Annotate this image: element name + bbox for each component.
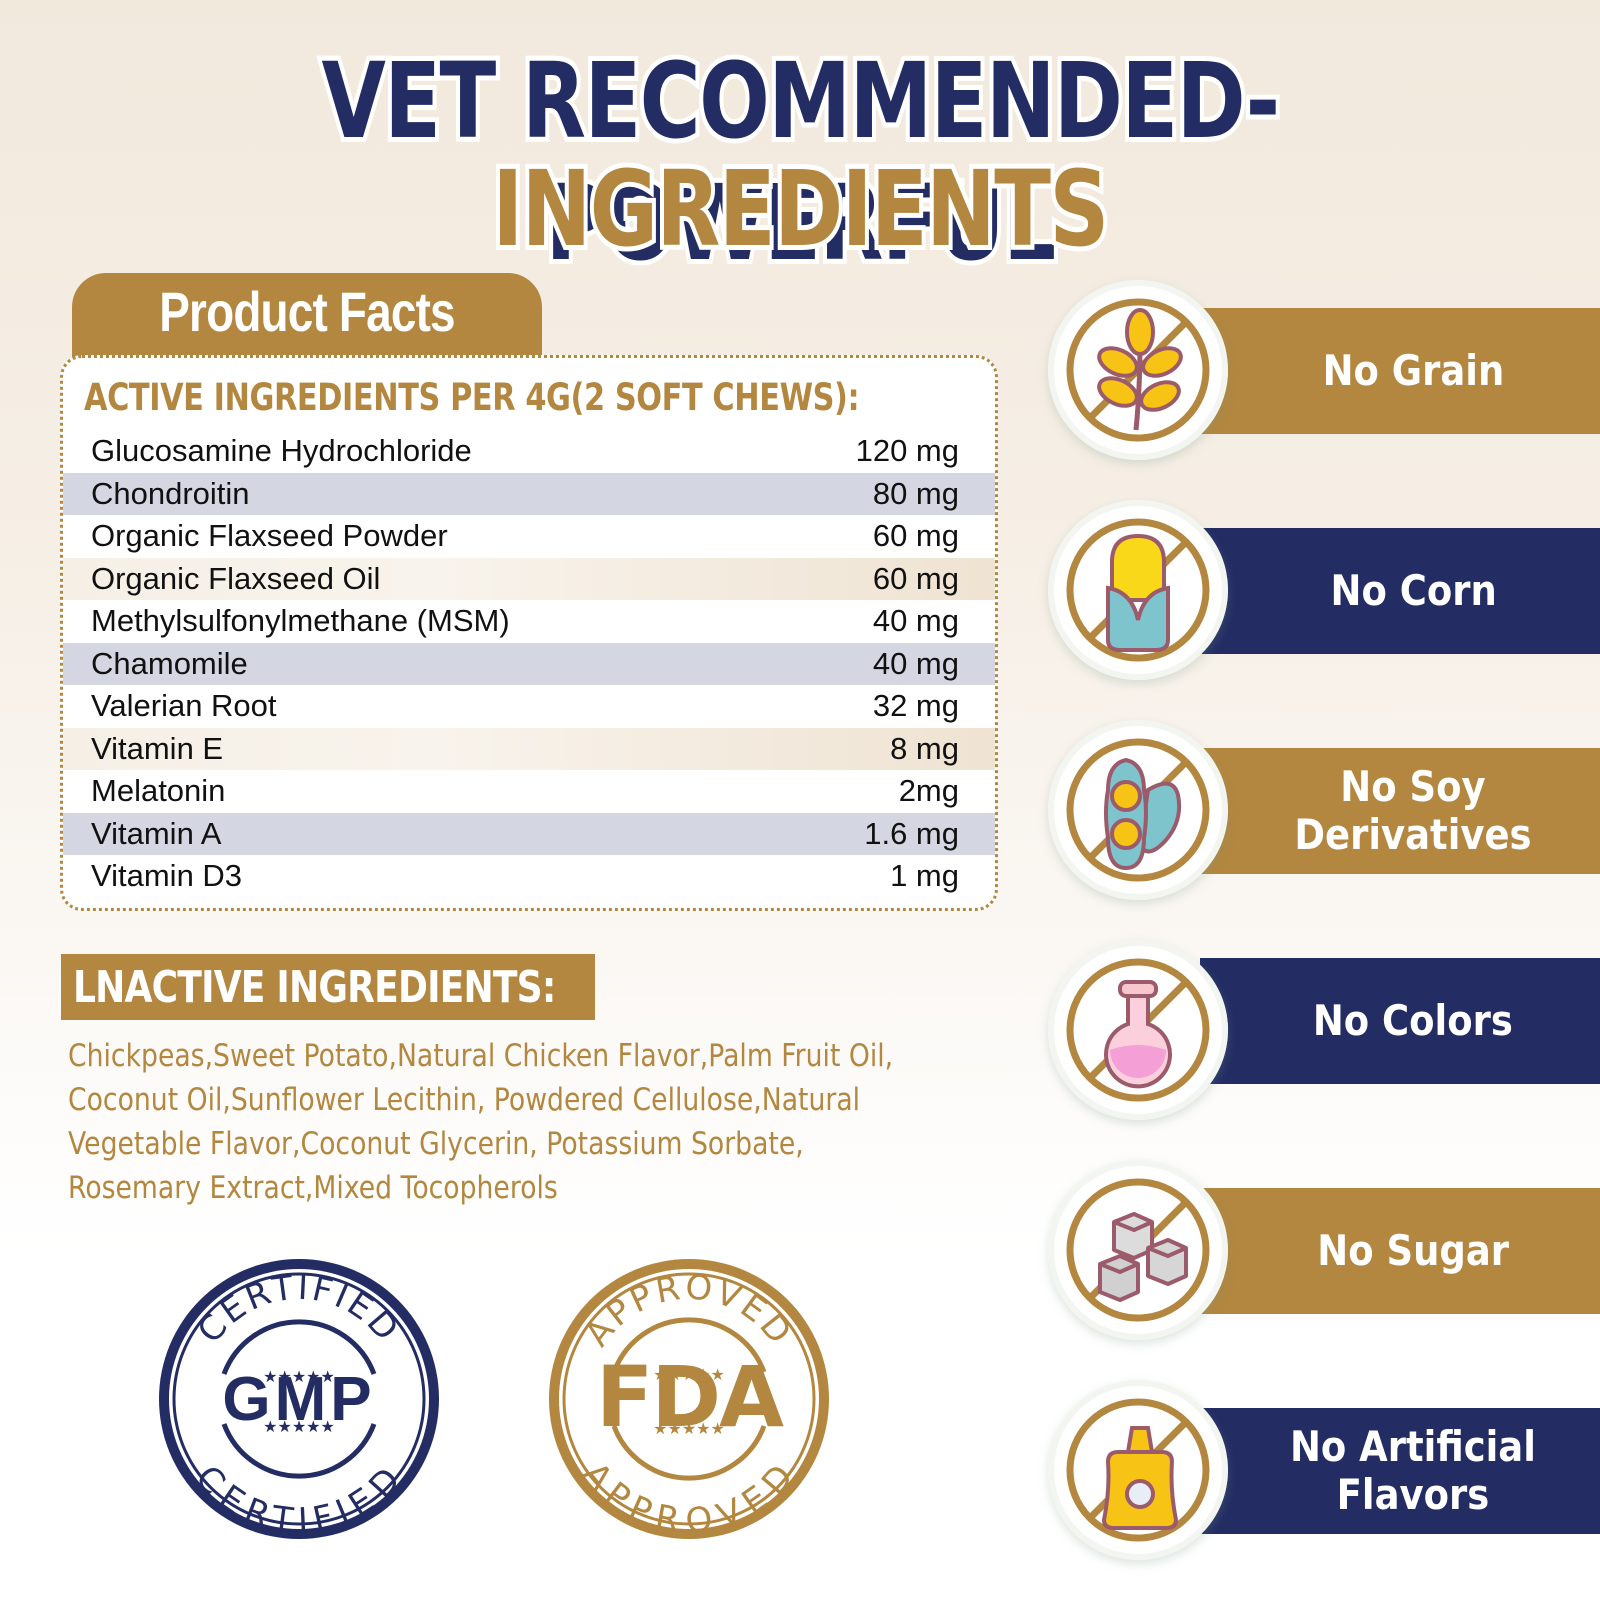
svg-text:★★★★★: ★★★★★: [653, 1367, 725, 1384]
inactive-ingredients-line: Chickpeas,Sweet Potato,Natural Chicken F…: [68, 1038, 894, 1074]
ingredient-amount: 2mg: [898, 773, 959, 809]
feature-no-grain: No Grain: [1030, 270, 1600, 470]
svg-text:★★★★★: ★★★★★: [263, 1369, 335, 1386]
no-colors-icon: [1048, 940, 1228, 1120]
inactive-ingredients-line: Rosemary Extract,Mixed Tocopherols: [68, 1170, 558, 1206]
feature-label: No Artificial Flavors: [1290, 1422, 1537, 1519]
ingredient-row: Organic Flaxseed Powder 60 mg: [63, 515, 995, 558]
feature-no-corn: No Corn: [1030, 490, 1600, 690]
gmp-seal-icon: CERTIFIED CERTIFIED ★★★★★ ★★★★★ GMP: [159, 1259, 439, 1541]
ingredient-amount: 1 mg: [890, 858, 959, 894]
ingredient-row: Valerian Root 32 mg: [63, 685, 995, 728]
ingredient-amount: 60 mg: [872, 518, 959, 554]
ingredient-row: Chamomile 40 mg: [63, 642, 995, 685]
ingredient-name: Glucosamine Hydrochloride: [91, 433, 472, 469]
ingredient-amount: 8 mg: [890, 730, 959, 766]
feature-no-sugar: No Sugar: [1030, 1150, 1600, 1350]
feature-no-soy: No Soy Derivatives: [1030, 710, 1600, 910]
feature-label: No Colors: [1313, 996, 1514, 1045]
feature-banner: No Soy Derivatives: [1200, 748, 1600, 874]
ingredient-row: Chondroitin 80 mg: [63, 472, 995, 515]
no-artificial-flavors-icon: [1048, 1380, 1228, 1560]
ingredient-name: Methylsulfonylmethane (MSM): [91, 603, 510, 639]
ingredient-name: Vitamin E: [91, 730, 224, 766]
ingredient-row: Vitamin D3 1 mg: [63, 855, 995, 898]
feature-banner: No Sugar: [1200, 1188, 1600, 1314]
ingredient-amount: 40 mg: [872, 645, 959, 681]
ingredient-name: Organic Flaxseed Powder: [91, 518, 448, 554]
fda-approved-seal: APPROVED APPROVED ★★★★★ ★★★★★ FDA: [544, 1254, 834, 1544]
feature-no-artificial-flavors: No Artificial Flavors: [1030, 1370, 1600, 1570]
ingredient-amount: 40 mg: [872, 603, 959, 639]
inactive-ingredients-list: Chickpeas,Sweet Potato,Natural Chicken F…: [68, 1034, 1028, 1210]
feature-banner: No Grain: [1200, 308, 1600, 434]
svg-text:★★★★★: ★★★★★: [263, 1419, 335, 1436]
ingredient-name: Chamomile: [91, 645, 248, 681]
ingredient-row: Vitamin A 1.6 mg: [63, 812, 995, 855]
svg-text:FDA: FDA: [596, 1348, 784, 1446]
no-corn-icon: [1048, 500, 1228, 680]
ingredient-row: Methylsulfonylmethane (MSM) 40 mg: [63, 600, 995, 643]
product-facts-label: Product Facts: [159, 280, 455, 343]
ingredient-amount: 1.6 mg: [864, 815, 959, 851]
feature-label: No Sugar: [1317, 1226, 1510, 1275]
feature-banner: No Corn: [1200, 528, 1600, 654]
ingredient-row: Organic Flaxseed Oil 60 mg: [63, 557, 995, 600]
inactive-ingredients-line: Coconut Oil,Sunflower Lecithin, Powdered…: [68, 1082, 861, 1118]
ingredient-row: Melatonin 2mg: [63, 770, 995, 813]
svg-text:★★★★★: ★★★★★: [653, 1421, 725, 1438]
ingredient-name: Organic Flaxseed Oil: [91, 560, 381, 596]
product-facts-tab: Product Facts: [72, 273, 542, 359]
inactive-ingredients-line: Vegetable Flavor,Coconut Glycerin, Potas…: [68, 1126, 804, 1162]
feature-no-colors: No Colors: [1030, 930, 1600, 1130]
ingredient-name: Melatonin: [91, 773, 226, 809]
fda-seal-icon: APPROVED APPROVED ★★★★★ ★★★★★ FDA: [549, 1259, 829, 1542]
inactive-ingredients-tag: LNACTIVE INGREDIENTS:: [61, 954, 595, 1020]
ingredient-name: Chondroitin: [91, 475, 250, 511]
ingredient-amount: 120 mg: [855, 433, 959, 469]
ingredient-name: Vitamin D3: [91, 858, 243, 894]
ingredient-amount: 80 mg: [872, 475, 959, 511]
feature-label: No Grain: [1322, 346, 1505, 395]
ingredient-row: Vitamin E 8 mg: [63, 727, 995, 770]
inactive-ingredients-heading: LNACTIVE INGREDIENTS:: [73, 962, 556, 1013]
headline-line-2: INGREDIENTS: [488, 143, 1113, 275]
ingredient-row: Glucosamine Hydrochloride 120 mg: [63, 430, 995, 473]
gmp-certified-seal: CERTIFIED CERTIFIED ★★★★★ ★★★★★ GMP: [154, 1254, 444, 1544]
ingredient-name: Vitamin A: [91, 815, 222, 851]
svg-text:GMP: GMP: [222, 1365, 375, 1434]
feature-banner: No Artificial Flavors: [1200, 1408, 1600, 1534]
feature-banner: No Colors: [1200, 958, 1600, 1084]
no-grain-icon: [1048, 280, 1228, 460]
active-ingredients-heading: ACTIVE INGREDIENTS PER 4G(2 SOFT CHEWS):: [84, 376, 860, 419]
no-soy-icon: [1048, 720, 1228, 900]
headline-line-1: VET RECOMMENDED-POWERFUL: [317, 35, 1284, 289]
feature-label: No Corn: [1330, 566, 1497, 615]
ingredient-amount: 32 mg: [872, 688, 959, 724]
ingredient-name: Valerian Root: [91, 688, 277, 724]
feature-label: No Soy Derivatives: [1294, 762, 1532, 859]
ingredient-amount: 60 mg: [872, 560, 959, 596]
active-ingredients-table: Glucosamine Hydrochloride 120 mg Chondroi…: [63, 430, 995, 898]
no-sugar-icon: [1048, 1160, 1228, 1340]
